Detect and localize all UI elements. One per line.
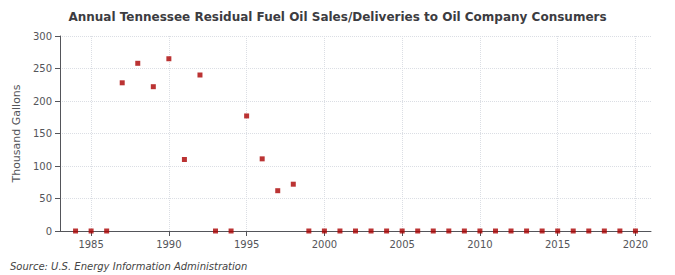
svg-text:1990: 1990 [156, 239, 181, 250]
svg-text:2010: 2010 [467, 239, 492, 250]
svg-text:1985: 1985 [78, 239, 103, 250]
svg-text:2005: 2005 [389, 239, 414, 250]
svg-text:100: 100 [33, 161, 52, 172]
svg-text:Thousand Gallons: Thousand Gallons [10, 84, 23, 183]
svg-text:50: 50 [39, 193, 52, 204]
svg-text:150: 150 [33, 128, 52, 139]
svg-text:0: 0 [46, 226, 52, 237]
svg-text:250: 250 [33, 63, 52, 74]
svg-text:200: 200 [33, 96, 52, 107]
svg-text:2020: 2020 [623, 239, 648, 250]
svg-text:1995: 1995 [234, 239, 259, 250]
svg-text:Annual Tennessee Residual Fuel: Annual Tennessee Residual Fuel Oil Sales… [68, 10, 606, 24]
svg-text:2000: 2000 [312, 239, 337, 250]
svg-text:300: 300 [33, 31, 52, 42]
svg-text:2015: 2015 [545, 239, 570, 250]
svg-text:Source: U.S. Energy Informatio: Source: U.S. Energy Information Administ… [10, 261, 247, 272]
